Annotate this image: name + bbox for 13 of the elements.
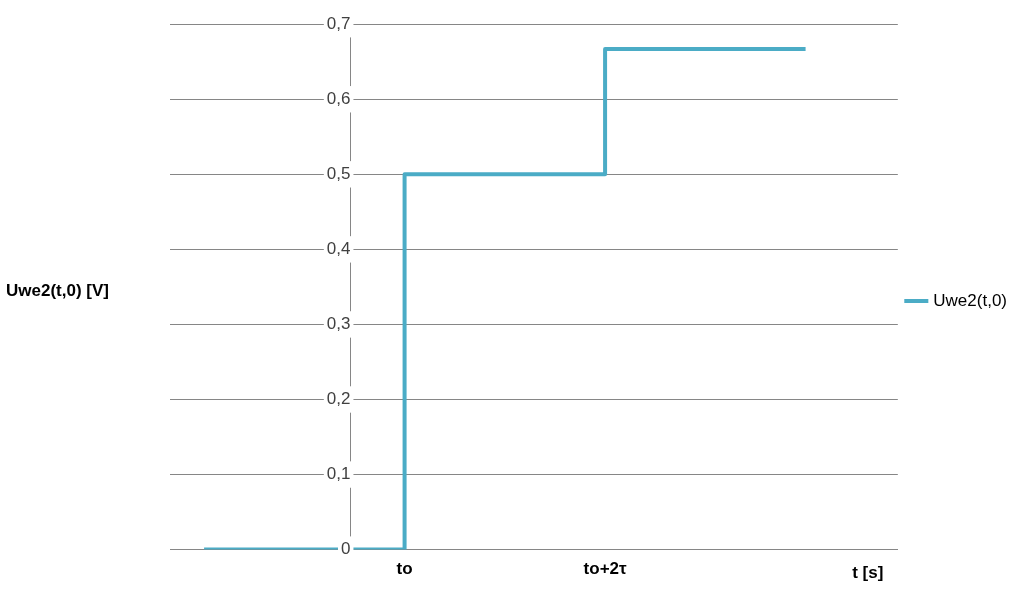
y-tick-label: 0,4 [326, 239, 351, 259]
y-tick-label: 0,2 [326, 389, 351, 409]
legend-label: Uwe2(t,0) [933, 290, 1007, 310]
y-tick-label: 0,7 [326, 13, 351, 33]
y-tick-label: 0,3 [326, 314, 351, 334]
x-tick-label: to+2τ [583, 559, 627, 579]
x-tick-label: to [396, 559, 413, 579]
y-tick-label: 0,6 [326, 88, 351, 108]
y-tick-label: 0 [340, 539, 351, 559]
y-axis-title: Uwe2(t,0) [V] [6, 280, 109, 300]
y-tick-label: 0,1 [326, 464, 351, 484]
x-axis-title: t [s] [852, 562, 884, 582]
y-tick-label: 0,5 [326, 164, 351, 183]
